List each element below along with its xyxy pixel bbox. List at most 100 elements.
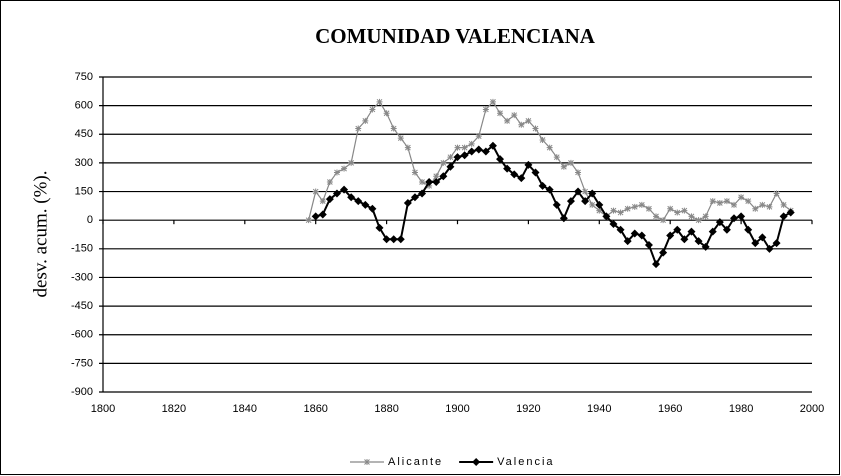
point xyxy=(369,106,376,113)
point xyxy=(716,200,723,206)
point xyxy=(680,235,689,244)
point xyxy=(525,117,532,124)
point xyxy=(446,162,455,171)
point xyxy=(440,159,447,166)
point xyxy=(355,125,362,132)
point xyxy=(589,201,596,208)
point xyxy=(738,194,745,201)
point xyxy=(319,198,326,205)
point xyxy=(354,197,363,206)
point xyxy=(552,200,561,209)
point xyxy=(532,125,539,132)
point xyxy=(759,201,766,208)
point xyxy=(361,200,370,209)
point xyxy=(340,185,349,194)
point xyxy=(472,458,481,466)
legend-label: Valencia xyxy=(497,456,554,468)
legend-label: Alicante xyxy=(388,456,443,468)
point xyxy=(637,231,646,240)
point xyxy=(447,154,454,161)
point xyxy=(368,204,377,213)
point xyxy=(609,220,618,228)
x-tick-label: 1940 xyxy=(587,403,611,415)
point xyxy=(666,231,675,240)
point xyxy=(786,208,795,217)
point xyxy=(602,212,611,221)
point xyxy=(341,165,348,172)
point xyxy=(504,117,511,124)
point xyxy=(731,201,738,208)
point xyxy=(468,140,475,147)
point xyxy=(432,178,441,186)
y-tick-label: -150 xyxy=(71,243,93,255)
y-axis-label: desv. acum. (%). xyxy=(30,171,51,298)
point xyxy=(752,205,759,212)
point xyxy=(744,225,753,234)
point xyxy=(433,173,440,180)
point xyxy=(382,235,391,244)
point xyxy=(497,110,504,117)
x-tick-label: 1980 xyxy=(729,403,753,415)
point xyxy=(326,179,333,185)
point xyxy=(418,189,427,198)
point xyxy=(610,207,617,214)
point xyxy=(616,225,625,234)
x-tick-label: 1960 xyxy=(658,403,682,415)
point xyxy=(481,147,490,156)
point xyxy=(730,214,739,223)
point xyxy=(581,197,590,206)
point xyxy=(780,201,787,208)
point xyxy=(474,145,483,154)
point xyxy=(467,147,476,156)
point xyxy=(411,169,418,176)
point xyxy=(454,144,461,151)
point xyxy=(567,159,574,166)
point xyxy=(645,205,652,212)
point xyxy=(596,207,603,214)
point xyxy=(403,199,412,207)
point xyxy=(332,189,341,198)
y-tick-label: 600 xyxy=(75,100,93,112)
point xyxy=(496,155,505,164)
point xyxy=(588,189,597,198)
point xyxy=(674,209,681,216)
point xyxy=(737,212,746,221)
point xyxy=(489,98,496,105)
point xyxy=(772,239,781,248)
point xyxy=(364,459,370,465)
point xyxy=(623,237,632,246)
point xyxy=(765,244,774,253)
point xyxy=(362,117,369,124)
point xyxy=(539,137,546,143)
point xyxy=(546,144,553,151)
point xyxy=(559,214,568,223)
point xyxy=(318,210,327,219)
point xyxy=(389,235,398,244)
point xyxy=(560,163,567,170)
point xyxy=(475,133,482,140)
point xyxy=(566,197,575,206)
point xyxy=(673,225,682,234)
point xyxy=(305,217,312,224)
point xyxy=(667,205,674,212)
point xyxy=(510,170,519,179)
y-tick-label: -450 xyxy=(71,300,93,312)
x-tick-label: 1880 xyxy=(374,403,398,415)
point xyxy=(595,200,604,209)
point xyxy=(503,164,512,173)
point xyxy=(631,203,638,210)
point xyxy=(745,198,752,205)
x-tick-label: 1860 xyxy=(303,403,327,415)
point xyxy=(701,242,710,251)
point xyxy=(582,188,589,195)
point xyxy=(404,144,411,151)
point xyxy=(419,179,426,185)
point xyxy=(375,223,384,232)
point xyxy=(460,151,469,160)
point xyxy=(390,125,397,132)
y-tick-label: 150 xyxy=(75,185,93,197)
point xyxy=(538,181,547,190)
point xyxy=(482,106,489,113)
